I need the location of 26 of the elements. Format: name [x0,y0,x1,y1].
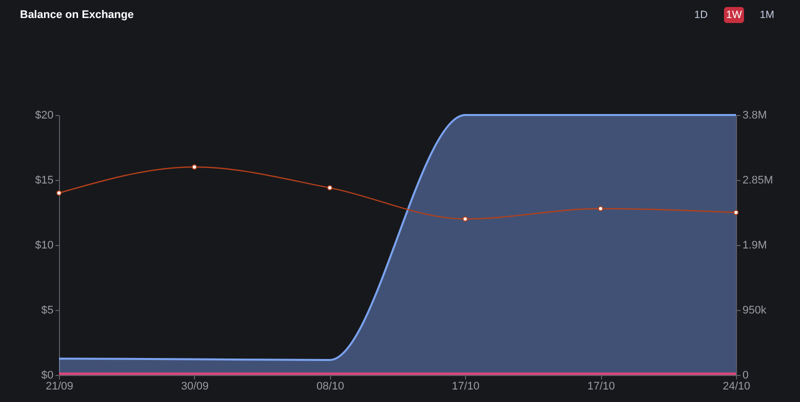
point [462,216,468,222]
x-tick-label: 17/10 [452,380,480,392]
y2-tick-label: 950k [742,304,767,316]
x-tick-label: 24/10 [722,380,750,392]
point [56,190,62,196]
y-tick-label: $0 [41,370,54,382]
point [192,164,198,170]
y2-tick-label: 0 [742,370,749,382]
x-tick-label: 17/10 [587,380,615,392]
text: 1M [760,9,774,21]
text: 1W [726,9,742,21]
text: 1D [694,9,708,21]
y2-tick-label: 2.85M [742,174,774,186]
y-tick-label: $20 [35,110,54,122]
point [598,206,604,212]
x-tick-label: 08/10 [316,380,344,392]
y-tick-label: $5 [41,304,54,316]
point [733,210,739,216]
y2-tick-label: 3.8M [742,110,767,122]
y2-tick-label: 1.9M [742,240,767,252]
chart-title: Balance on Exchange [20,9,134,21]
x-tick-label: 21/09 [46,380,74,392]
y-tick-label: $15 [35,174,54,186]
x-tick-label: 30/09 [181,380,209,392]
y-tick-label: $10 [35,240,54,252]
point [327,185,332,190]
